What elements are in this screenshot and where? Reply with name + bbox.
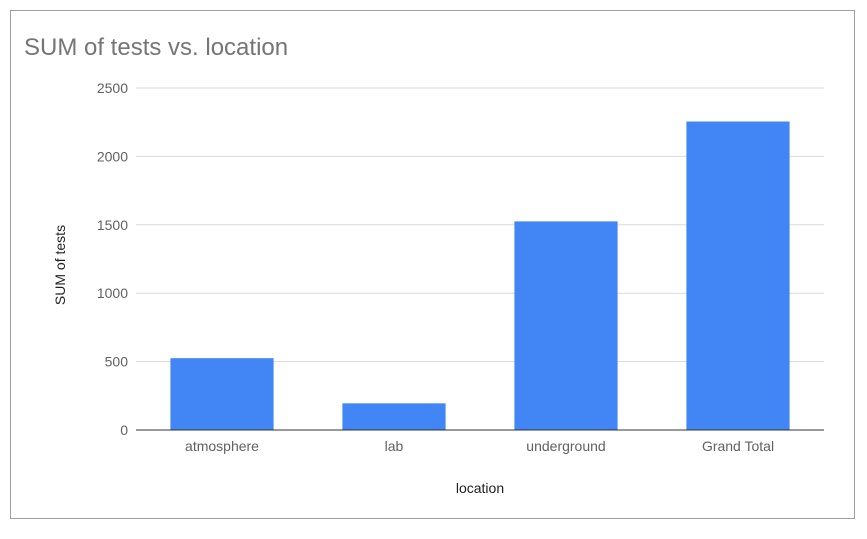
y-tick-label: 2000	[97, 148, 128, 164]
y-axis-title: SUM of tests	[52, 225, 68, 305]
bar-underground[interactable]	[514, 221, 618, 430]
x-tick-labels: atmosphere lab underground Grand Total	[185, 438, 774, 454]
x-tick-label: underground	[526, 438, 605, 454]
x-tick-label: lab	[385, 438, 404, 454]
bar-grand-total[interactable]	[686, 121, 790, 431]
chart-title: SUM of tests vs. location	[24, 34, 289, 61]
bars	[170, 121, 790, 431]
y-tick-label: 500	[105, 354, 129, 370]
y-tick-label: 2500	[97, 80, 128, 96]
y-tick-label: 1500	[97, 217, 128, 233]
y-tick-label: 1000	[97, 285, 128, 301]
x-tick-label: Grand Total	[702, 438, 774, 454]
y-tick-labels: 0 500 1000 1500 2000 2500	[97, 80, 128, 438]
bar-lab[interactable]	[342, 403, 446, 430]
x-axis-title: location	[456, 480, 504, 496]
x-tick-label: atmosphere	[185, 438, 259, 454]
bar-atmosphere[interactable]	[170, 358, 274, 430]
y-tick-label: 0	[120, 422, 128, 438]
